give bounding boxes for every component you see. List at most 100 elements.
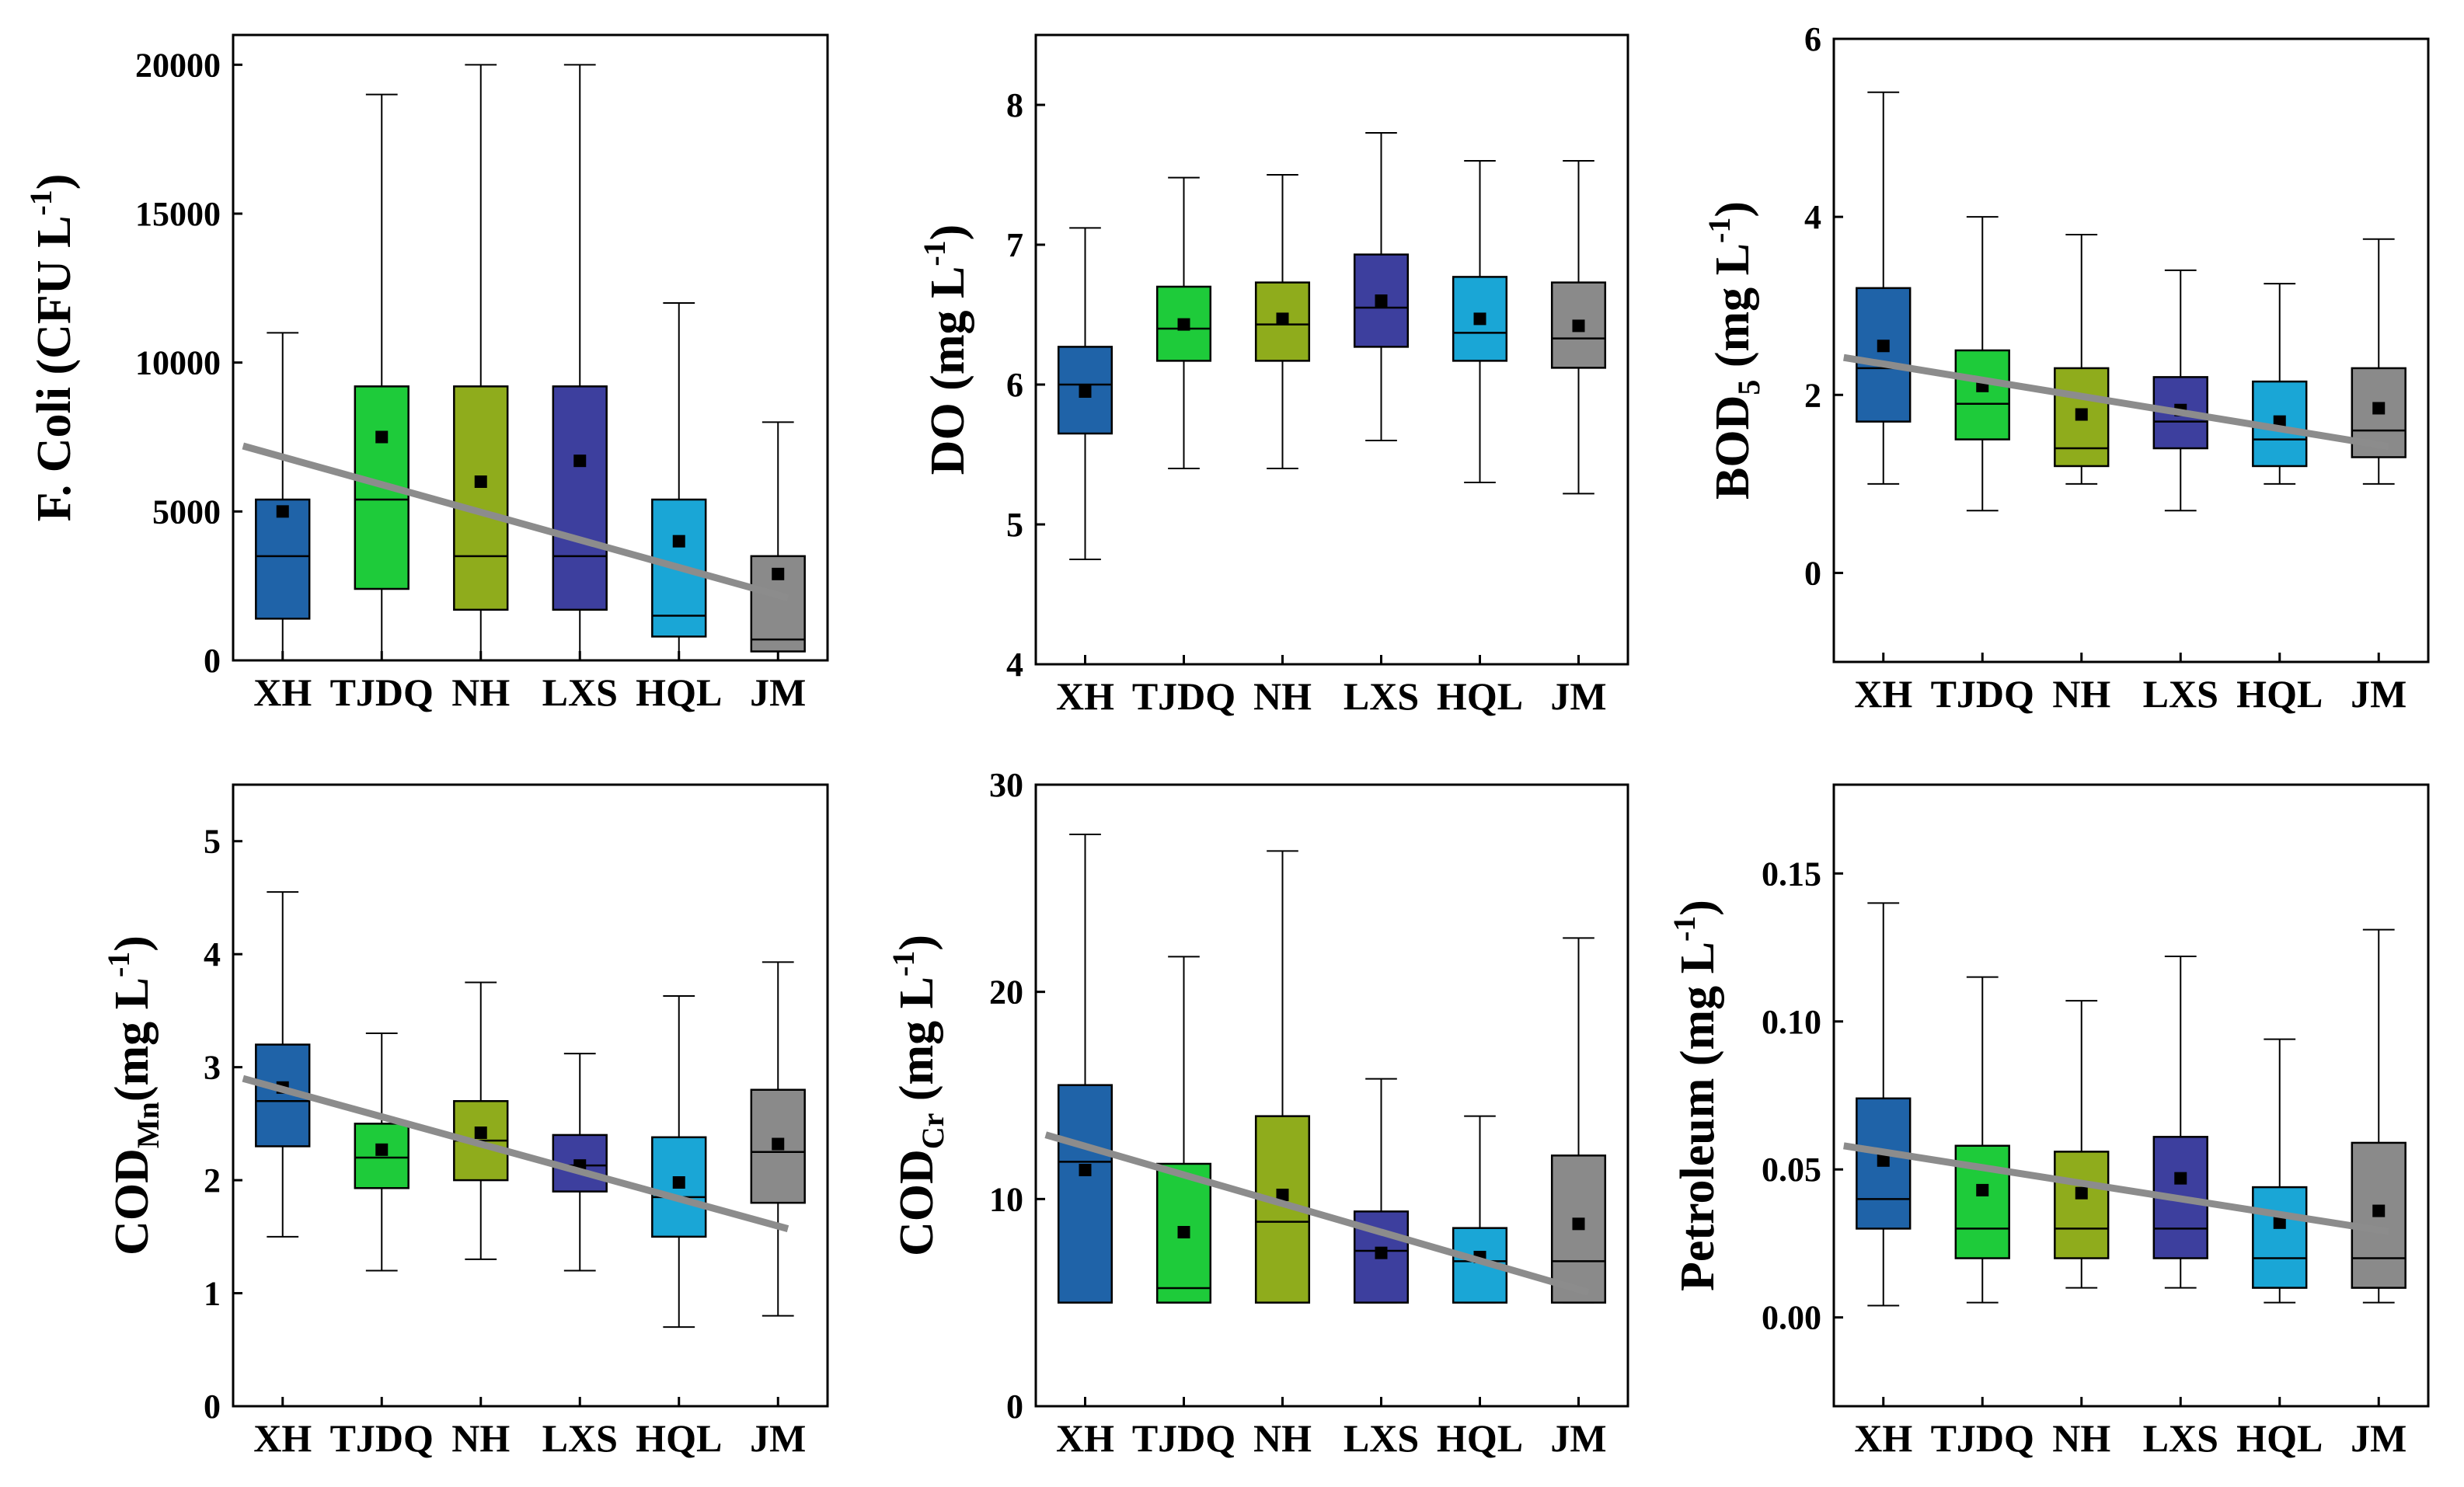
box-jm [1550,937,1607,1304]
y-tick-label: 7 [1006,226,1023,264]
plot-frame [1832,37,2430,663]
plot-frame [232,33,829,662]
category-label-hql: HQL [2236,672,2323,716]
category-label-xh: XH [1854,1416,1912,1460]
category-label-lxs: LXS [1344,1416,1419,1460]
mean-marker [2273,1216,2286,1229]
y-tick-label: 4 [1006,646,1023,684]
trend-line [242,1074,789,1232]
trend-line [1843,353,2389,451]
category-label-xh: XH [1854,672,1912,716]
y-axis-title: CODCr (mg L-1) [886,935,950,1256]
mean-marker [375,430,389,444]
category-label-jm: JM [750,670,806,714]
mean-marker [474,475,487,488]
iqr-box [1550,1154,1607,1304]
category-label-tjdq: TJDQ [1931,672,2034,716]
box-jm [2351,928,2406,1304]
box-xh [1856,91,1912,485]
iqr-box [453,385,509,611]
box-xh [1057,227,1114,560]
y-tick-label: 15000 [135,195,221,233]
box-xh [255,891,311,1238]
y-tick-label: 0.05 [1762,1151,1821,1189]
box-jm [750,961,806,1317]
panel-2: 4 5 6 7 8 XH TJDQ NH LXS HQL JM DO (mg L-1) [917,33,1629,718]
category-label-nh: NH [2052,1416,2110,1460]
mean-marker [772,567,785,580]
box-lxs [1353,132,1410,441]
mean-marker [1877,1154,1890,1167]
y-tick-label: 0.00 [1762,1299,1821,1337]
iqr-box [1954,349,2010,441]
mean-marker [276,505,289,518]
category-label-lxs: LXS [542,670,618,714]
mean-marker [2075,1186,2088,1200]
mean-marker [2372,402,2386,415]
y-tick-label: 0.10 [1762,1003,1821,1041]
box-nh [1254,850,1311,1304]
y-tick-label: 5 [1006,506,1023,544]
y-axis-title: Petroleum (mg L-1) [1667,900,1724,1291]
category-label-lxs: LXS [2143,672,2218,716]
trend-line [1843,1142,2389,1235]
category-label-nh: NH [451,670,510,714]
box-hql [2252,1038,2308,1304]
box-xh [1856,902,1912,1307]
mean-marker [672,1176,685,1189]
category-label-tjdq: TJDQ [330,1416,434,1460]
category-label-tjdq: TJDQ [1132,674,1235,718]
mean-marker [1177,1226,1190,1238]
trend-line [1044,1131,1590,1296]
y-axis-title: BOD5 (mg L-1) [1702,201,1766,500]
y-tick-label: 10000 [135,344,221,382]
y-axis-title: F. Coli (CFU L-1) [23,174,81,522]
iqr-box [2252,1186,2308,1289]
box-nh [2054,234,2110,485]
box-tjdq [1954,216,2010,512]
category-label-tjdq: TJDQ [330,670,434,714]
box-tjdq [1954,976,2010,1304]
iqr-box [1057,1084,1114,1304]
y-tick-label: 0 [204,1388,221,1426]
box-nh [453,64,509,661]
category-label-hql: HQL [1437,1416,1523,1460]
mean-marker [1473,312,1486,326]
y-tick-label: 2 [1804,376,1821,414]
box-hql [2252,283,2308,485]
box-nh [1254,174,1311,469]
iqr-box [2054,1151,2110,1259]
mean-marker [1375,294,1388,307]
plot-frame [232,783,829,1408]
category-label-jm: JM [1550,1416,1606,1460]
mean-marker [1177,318,1190,331]
iqr-box [552,385,608,611]
iqr-box [255,1043,311,1147]
y-tick-label: 5 [204,823,221,861]
category-label-hql: HQL [636,670,722,714]
box-lxs [1353,1078,1410,1304]
box-tjdq [354,1033,410,1272]
mean-marker [375,1143,389,1156]
y-tick-label: 1 [204,1275,221,1313]
iqr-box [255,498,311,620]
box-hql [651,302,707,661]
plot-frame [1034,783,1629,1408]
category-label-hql: HQL [636,1416,722,1460]
y-tick-label: 0.15 [1762,855,1821,893]
box-tjdq [1155,176,1212,469]
mean-marker [1976,1183,1989,1196]
trend-line [242,442,789,601]
y-tick-label: 4 [1804,198,1821,236]
y-tick-label: 2 [204,1161,221,1200]
panel-6: 0.00 0.05 0.10 0.15 XH TJDQ NH LXS HQL JM Petroleu… [1667,783,2430,1460]
y-tick-label: 8 [1006,86,1023,124]
category-label-xh: XH [253,1416,312,1460]
iqr-box [651,498,707,638]
category-label-nh: NH [2052,672,2110,716]
y-tick-label: 20000 [135,46,221,84]
box-xh [255,332,311,661]
mean-marker [2174,1172,2187,1185]
mean-marker [772,1137,785,1151]
